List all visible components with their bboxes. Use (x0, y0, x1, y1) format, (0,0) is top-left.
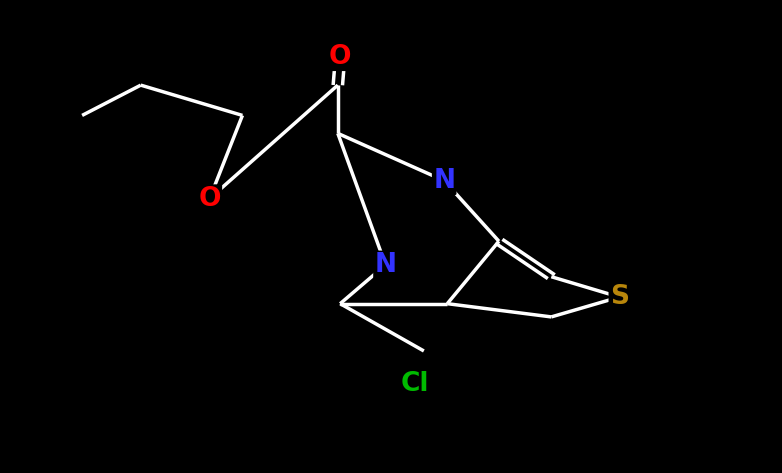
Text: O: O (329, 44, 351, 70)
Text: Cl: Cl (400, 371, 429, 397)
Text: N: N (433, 168, 455, 193)
Text: S: S (610, 284, 629, 310)
Text: O: O (199, 186, 221, 211)
Text: N: N (375, 252, 396, 278)
